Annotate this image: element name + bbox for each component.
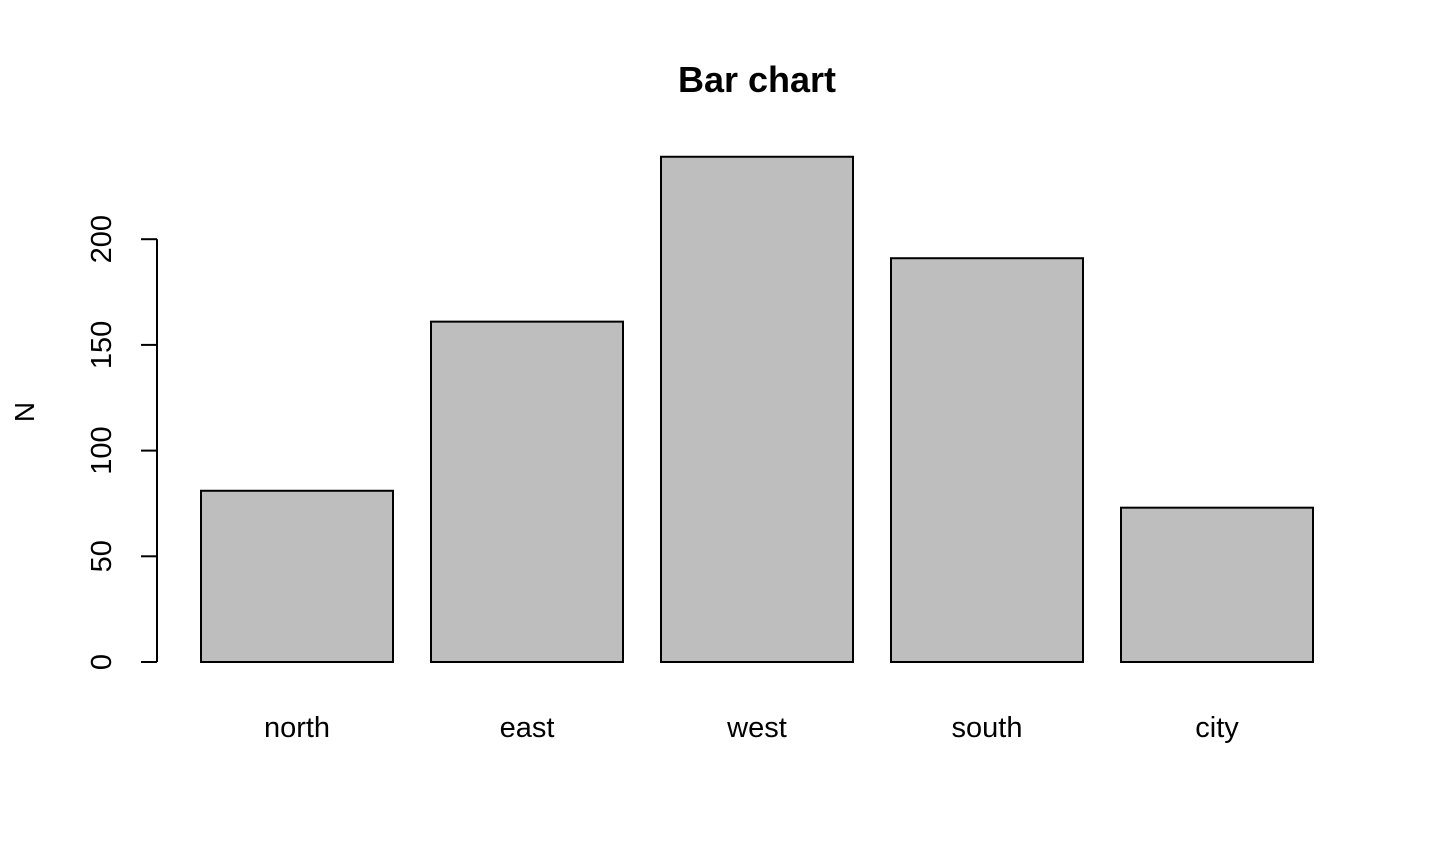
y-tick-label: 200 xyxy=(86,215,118,263)
x-tick-label-south: south xyxy=(952,712,1023,744)
bar-east xyxy=(430,320,624,663)
x-tick-label-north: north xyxy=(264,712,330,744)
x-tick-label-west: west xyxy=(726,712,787,744)
y-axis: 0 50 100 150 200 xyxy=(86,215,158,670)
bars-group xyxy=(200,155,1314,664)
y-tick-label: 50 xyxy=(86,540,118,572)
y-tick-label: 100 xyxy=(86,426,118,474)
bar-city xyxy=(1120,506,1314,664)
y-tick-label: 150 xyxy=(86,321,118,369)
x-axis-labels: north east west south city xyxy=(264,712,1239,744)
bar-west xyxy=(660,155,854,663)
y-axis-label: N xyxy=(9,402,40,422)
x-tick-label-east: east xyxy=(500,712,555,744)
bar-south xyxy=(890,257,1084,663)
y-tick-label: 0 xyxy=(86,654,118,670)
x-tick-label-city: city xyxy=(1195,712,1239,744)
bar-north xyxy=(200,489,394,663)
chart-title: Bar chart xyxy=(678,59,836,100)
